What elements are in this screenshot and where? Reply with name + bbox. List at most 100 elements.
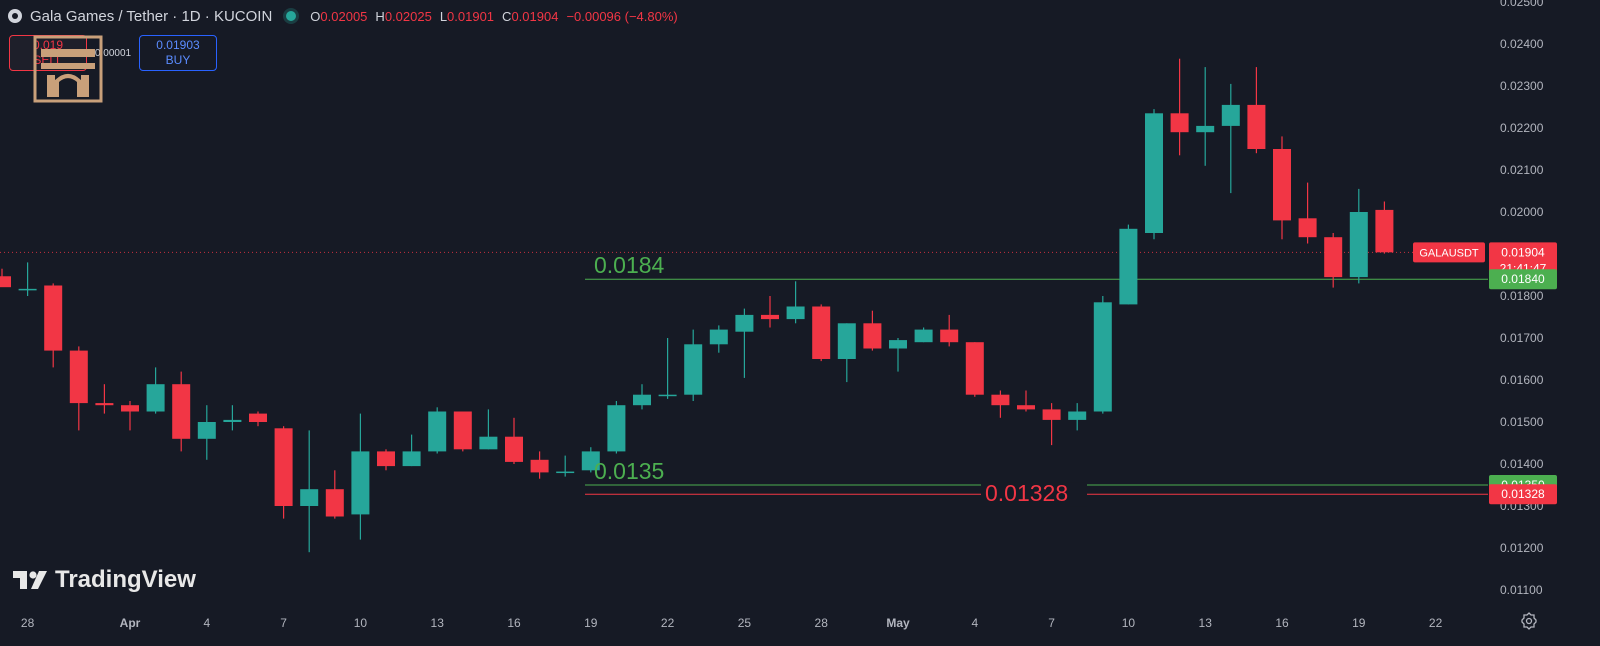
level-price-tag: 0.01328 xyxy=(1501,487,1545,501)
candle-body xyxy=(0,276,11,288)
candle-body xyxy=(146,384,165,412)
candle-body xyxy=(1247,104,1266,149)
candle-body xyxy=(709,329,728,345)
x-tick-label: May xyxy=(886,616,910,630)
level-label-bg xyxy=(981,482,1087,507)
tradingview-logo: TradingView xyxy=(13,566,196,594)
buy-button[interactable]: 0.01903 BUY xyxy=(139,35,217,71)
candle-body xyxy=(684,344,703,395)
candle-body xyxy=(530,459,549,473)
candle-body xyxy=(1170,113,1189,133)
candle-body xyxy=(223,419,242,422)
candle-body xyxy=(95,403,114,406)
candle-body xyxy=(1119,228,1138,305)
spread-value: 0.00001 xyxy=(94,47,132,59)
y-tick-label: 0.01600 xyxy=(1500,373,1544,387)
x-tick-label: 22 xyxy=(661,616,675,630)
x-tick-label: Apr xyxy=(120,616,141,630)
tradingview-logo-text: TradingView xyxy=(55,566,196,593)
ohlc-high: H0.02025 xyxy=(375,8,432,24)
gear-icon[interactable] xyxy=(1520,612,1538,630)
candle-body xyxy=(1221,104,1240,126)
ohlc-change: −0.00096 (−4.80%) xyxy=(566,8,678,24)
candle-body xyxy=(1298,218,1317,238)
candle-body xyxy=(18,288,37,291)
candle-body xyxy=(121,405,139,412)
y-tick-label: 0.02000 xyxy=(1500,205,1544,219)
candle-body xyxy=(1273,149,1291,221)
y-tick-label: 0.02200 xyxy=(1500,121,1544,135)
ohlc-values: O0.02005 H0.02025 L0.01901 C0.01904 −0.0… xyxy=(310,9,677,24)
tradingview-logo-icon xyxy=(13,571,47,589)
x-tick-label: 7 xyxy=(1048,616,1055,630)
candle-body xyxy=(1375,209,1394,253)
candle-body xyxy=(249,413,267,422)
level-label: 0.01328 xyxy=(985,480,1068,506)
y-tick-label: 0.01200 xyxy=(1500,541,1544,555)
symbol-tag: GALAUSDT xyxy=(1419,247,1479,259)
candle-body xyxy=(940,329,959,343)
y-tick-label: 0.01500 xyxy=(1500,415,1544,429)
x-tick-label: 13 xyxy=(431,616,445,630)
symbol-title[interactable]: Gala Games / Tether · 1D · KUCOIN xyxy=(30,7,273,25)
candle-body xyxy=(658,394,677,397)
x-tick-label: 16 xyxy=(1275,616,1289,630)
x-tick-label: 25 xyxy=(738,616,752,630)
candle-body xyxy=(1349,212,1368,278)
candle-body xyxy=(172,384,191,439)
symbol-tag-bg xyxy=(1413,242,1485,263)
candle-body xyxy=(607,405,626,452)
candle-body xyxy=(889,340,907,349)
candle-body xyxy=(965,342,984,395)
y-tick-label: 0.02300 xyxy=(1500,79,1544,93)
sell-price: 0.019 xyxy=(32,38,64,52)
level-price-tag-bg xyxy=(1489,269,1557,290)
candle-body xyxy=(69,350,88,404)
candle-body xyxy=(505,436,523,462)
x-tick-label: 16 xyxy=(507,616,521,630)
buy-label: BUY xyxy=(165,53,191,67)
candle-body xyxy=(197,422,216,439)
candle-body xyxy=(863,323,882,349)
ohlc-open: O0.02005 xyxy=(310,8,368,24)
x-tick-label: 28 xyxy=(21,616,35,630)
y-tick-label: 0.01400 xyxy=(1500,457,1544,471)
chart-header: Gala Games / Tether · 1D · KUCOIN O0.020… xyxy=(8,6,678,26)
candle-body xyxy=(633,394,651,406)
candle-body xyxy=(1017,405,1035,410)
candle-body xyxy=(914,329,933,343)
candle-body xyxy=(581,451,600,471)
y-tick-label: 0.02400 xyxy=(1500,37,1544,51)
x-tick-label: 13 xyxy=(1199,616,1213,630)
candle-body xyxy=(377,451,395,467)
x-tick-label: 4 xyxy=(203,616,210,630)
candle-body xyxy=(453,411,472,450)
y-tick-label: 0.01800 xyxy=(1500,289,1544,303)
candle-body xyxy=(479,436,498,450)
x-tick-label: 7 xyxy=(280,616,287,630)
x-tick-label: 10 xyxy=(354,616,368,630)
candle-body xyxy=(351,451,370,515)
candle-body xyxy=(991,394,1010,406)
market-open-status-icon xyxy=(286,11,297,21)
ohlc-close: C0.01904 xyxy=(502,8,559,24)
candle-body xyxy=(300,489,319,506)
candle-body xyxy=(837,323,856,359)
candle-body xyxy=(556,471,575,474)
x-tick-label: 10 xyxy=(1122,616,1136,630)
level-label: 0.0135 xyxy=(594,458,664,484)
candle-body xyxy=(761,314,779,320)
x-tick-label: 19 xyxy=(584,616,598,630)
level-price-tag-bg xyxy=(1489,484,1557,505)
candle-body xyxy=(1196,125,1215,133)
y-tick-label: 0.02500 xyxy=(1500,0,1544,9)
candle-body xyxy=(735,314,754,332)
x-tick-label: 28 xyxy=(815,616,829,630)
x-tick-label: 22 xyxy=(1429,616,1443,630)
level-label: 0.0184 xyxy=(594,252,665,278)
x-tick-label: 4 xyxy=(971,616,978,630)
candle-body xyxy=(402,451,421,467)
candle-body xyxy=(1093,302,1112,412)
